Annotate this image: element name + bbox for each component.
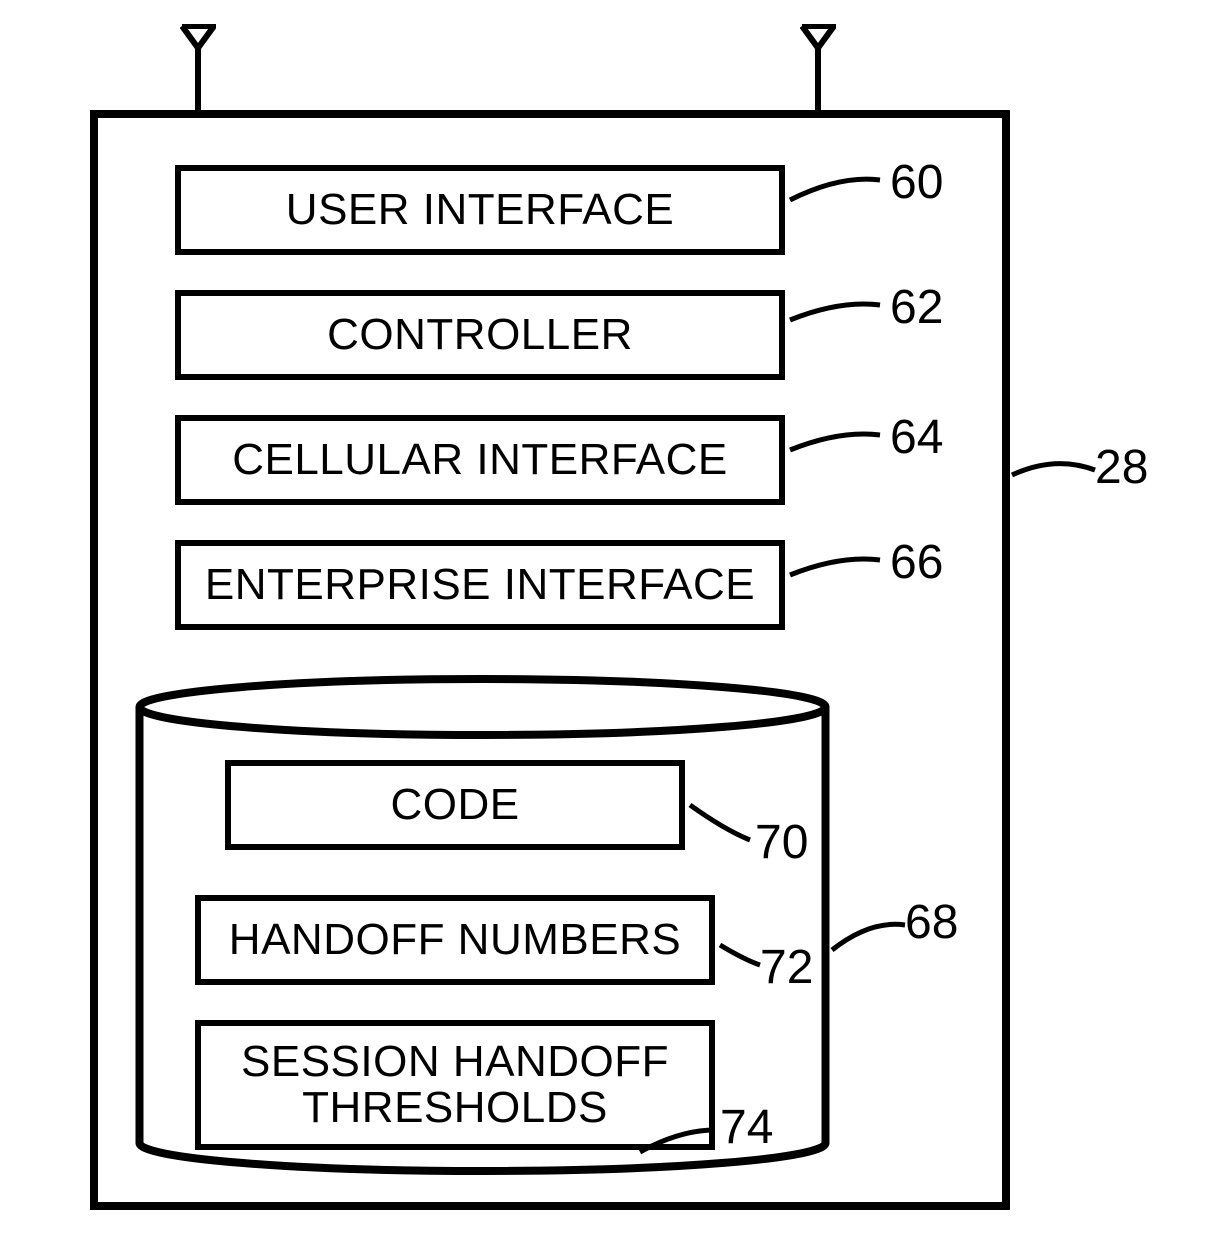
ref-28: 28 xyxy=(1095,440,1148,495)
slot-session-handoff-thresholds: SESSION HANDOFF THRESHOLDS xyxy=(195,1020,715,1150)
slot-enterprise-interface: ENTERPRISE INTERFACE xyxy=(175,540,785,630)
slot-user-interface: USER INTERFACE xyxy=(175,165,785,255)
ref-66: 66 xyxy=(890,535,943,590)
slot-controller: CONTROLLER xyxy=(175,290,785,380)
slot-label: ENTERPRISE INTERFACE xyxy=(205,562,755,608)
slot-label: SESSION HANDOFF THRESHOLDS xyxy=(241,1039,669,1131)
ref-74: 74 xyxy=(720,1100,773,1155)
slot-code: CODE xyxy=(225,760,685,850)
slot-cellular-interface: CELLULAR INTERFACE xyxy=(175,415,785,505)
antenna-right xyxy=(800,24,836,114)
ref-70: 70 xyxy=(755,815,808,870)
ref-68: 68 xyxy=(905,895,958,950)
ref-60: 60 xyxy=(890,155,943,210)
ref-64: 64 xyxy=(890,410,943,465)
ref-72: 72 xyxy=(760,940,813,995)
diagram-canvas: USER INTERFACE CONTROLLER CELLULAR INTER… xyxy=(0,0,1220,1249)
slot-label: CODE xyxy=(390,782,519,828)
slot-label: CELLULAR INTERFACE xyxy=(232,437,728,483)
slot-handoff-numbers: HANDOFF NUMBERS xyxy=(195,895,715,985)
ref-62: 62 xyxy=(890,280,943,335)
slot-label: HANDOFF NUMBERS xyxy=(229,917,681,963)
slot-label: CONTROLLER xyxy=(327,312,633,358)
antenna-left xyxy=(180,24,216,114)
slot-label: USER INTERFACE xyxy=(286,187,674,233)
